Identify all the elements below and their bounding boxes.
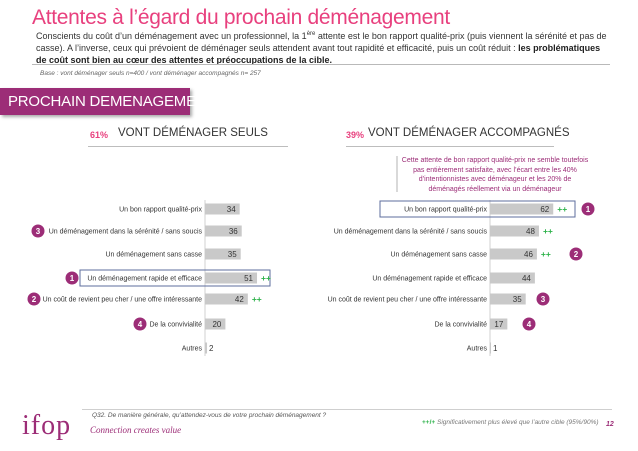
right-value-label-4: 44 xyxy=(522,274,531,283)
right-rank-badge-3 xyxy=(569,247,583,261)
legend-text: Significativement plus élevé que l’autre… xyxy=(435,419,599,426)
right-value-label-1: 62 xyxy=(540,205,549,214)
intro-part2: attente est le bon rapport qualité-prix … xyxy=(36,31,607,53)
left-bar-2 xyxy=(205,225,242,237)
left-panel-header: 61% VONT DÉMÉNAGER SEULS xyxy=(88,122,288,147)
right-rank-number-5: 3 xyxy=(541,295,546,304)
svg-text:ifop: ifop xyxy=(22,410,71,440)
right-category-label-7: Autres xyxy=(467,346,488,353)
intro-superscript: ère xyxy=(306,31,316,37)
page-title: Attentes à l’égard du prochain déménagem… xyxy=(32,6,450,29)
left-rank-number-4: 1 xyxy=(70,274,75,283)
intro-bold: les problématiques de coût sont bien au … xyxy=(36,43,601,65)
intro-part1: Conscients du coût d’un déménagement ave… xyxy=(36,31,307,41)
right-panel-pct: 39% xyxy=(346,130,365,140)
section-banner: PROCHAIN DEMENAGEMENT xyxy=(0,88,216,115)
left-value-label-5: 42 xyxy=(235,295,244,304)
left-value-label-6: 20 xyxy=(212,320,221,329)
right-bar-4 xyxy=(490,272,535,284)
right-significance-1: ++ xyxy=(557,204,567,214)
right-bar-7 xyxy=(490,342,492,354)
left-rank-badge-2 xyxy=(31,224,45,238)
left-bar-7 xyxy=(205,342,208,354)
right-panel-header: 39% VONT DÉMÉNAGER ACCOMPAGNÉS xyxy=(346,122,570,147)
left-rank-number-2: 3 xyxy=(36,227,41,236)
left-category-label-7: Autres xyxy=(182,346,203,353)
slogan: Connection creates value xyxy=(90,425,182,435)
right-category-label-3: Un déménagement sans casse xyxy=(391,252,488,259)
left-significance-4: ++ xyxy=(261,273,271,283)
left-rank-number-6: 4 xyxy=(138,320,143,329)
base-note: Base : vont déménager seuls n=400 / vont… xyxy=(40,70,261,77)
right-category-label-5: Un coût de revient peu cher / une offre … xyxy=(328,297,488,304)
left-bar-5 xyxy=(205,293,248,305)
right-bar-1 xyxy=(490,203,554,215)
legend-marker: ++/+ xyxy=(422,419,436,426)
right-category-label-4: Un déménagement rapide et efficace xyxy=(372,276,487,283)
left-panel-pct: 61% xyxy=(90,130,109,140)
right-bar-5 xyxy=(490,293,526,305)
footer-divider xyxy=(82,409,612,410)
right-value-label-2: 48 xyxy=(526,227,535,236)
left-rank-badge-4 xyxy=(65,271,79,285)
left-category-label-3: Un déménagement sans casse xyxy=(106,252,203,259)
left-panel-title: VONT DÉMÉNAGER SEULS xyxy=(118,127,268,139)
right-bar-2 xyxy=(490,225,539,237)
right-category-label-6: De la convivialité xyxy=(434,322,487,329)
right-significance-2: ++ xyxy=(543,226,553,236)
right-value-label-7: 1 xyxy=(493,344,498,353)
left-value-label-1: 34 xyxy=(227,205,236,214)
left-category-label-1: Un bon rapport qualité-prix xyxy=(119,207,202,214)
right-rank-badge-5 xyxy=(536,292,550,306)
note-accent-bar xyxy=(396,156,398,192)
left-rank-number-5: 2 xyxy=(32,295,37,304)
left-rank-badge-5 xyxy=(27,292,41,306)
page-number: 12 xyxy=(606,421,614,428)
right-bar-6 xyxy=(490,318,508,330)
left-category-label-5: Un coût de revient peu cher / une offre … xyxy=(43,297,203,304)
left-value-label-3: 35 xyxy=(228,250,237,259)
right-bar-3 xyxy=(490,248,537,260)
right-category-label-2: Un déménagement dans la sérénité / sans … xyxy=(334,229,488,236)
right-category-label-1: Un bon rapport qualité-prix xyxy=(404,207,487,214)
question-text: Q32. De manière générale, qu’attendez-vo… xyxy=(92,412,327,419)
left-category-label-6: De la convivialité xyxy=(149,322,202,329)
right-value-label-6: 17 xyxy=(494,320,503,329)
left-category-label-2: Un déménagement dans la sérénité / sans … xyxy=(49,229,203,236)
right-panel-title: VONT DÉMÉNAGER ACCOMPAGNÉS xyxy=(368,127,570,139)
right-rank-number-6: 4 xyxy=(527,320,532,329)
right-highlight-box xyxy=(379,200,576,218)
left-value-label-7: 2 xyxy=(209,344,214,353)
right-rank-badge-6 xyxy=(522,317,536,331)
header-divider xyxy=(32,64,610,65)
significance-legend: ++/+ Significativement plus élevé que l’… xyxy=(422,419,599,426)
right-rank-number-3: 2 xyxy=(574,250,579,259)
left-bar-4 xyxy=(205,272,258,284)
left-rank-badge-6 xyxy=(133,317,147,331)
left-value-label-2: 36 xyxy=(229,227,238,236)
right-value-label-3: 46 xyxy=(524,250,533,259)
left-category-label-4: Un déménagement rapide et efficace xyxy=(87,276,202,283)
right-significance-3: ++ xyxy=(541,249,551,259)
annotation-note: Cette attente de bon rapport qualité-pri… xyxy=(401,157,589,193)
left-value-label-4: 51 xyxy=(244,274,253,283)
section-banner-label: PROCHAIN DEMENAGEMENT xyxy=(8,93,216,110)
left-bar-3 xyxy=(205,248,241,260)
right-rank-badge-1 xyxy=(581,202,595,216)
left-bar-1 xyxy=(205,203,240,215)
right-rank-number-1: 1 xyxy=(586,205,591,214)
left-significance-5: ++ xyxy=(252,294,262,304)
right-value-label-5: 35 xyxy=(513,295,522,304)
intro-text: Conscients du coût d’un déménagement ave… xyxy=(36,28,611,66)
left-bar-6 xyxy=(205,318,226,330)
ifop-logo: ifop xyxy=(22,410,71,440)
left-highlight-box xyxy=(79,269,271,287)
